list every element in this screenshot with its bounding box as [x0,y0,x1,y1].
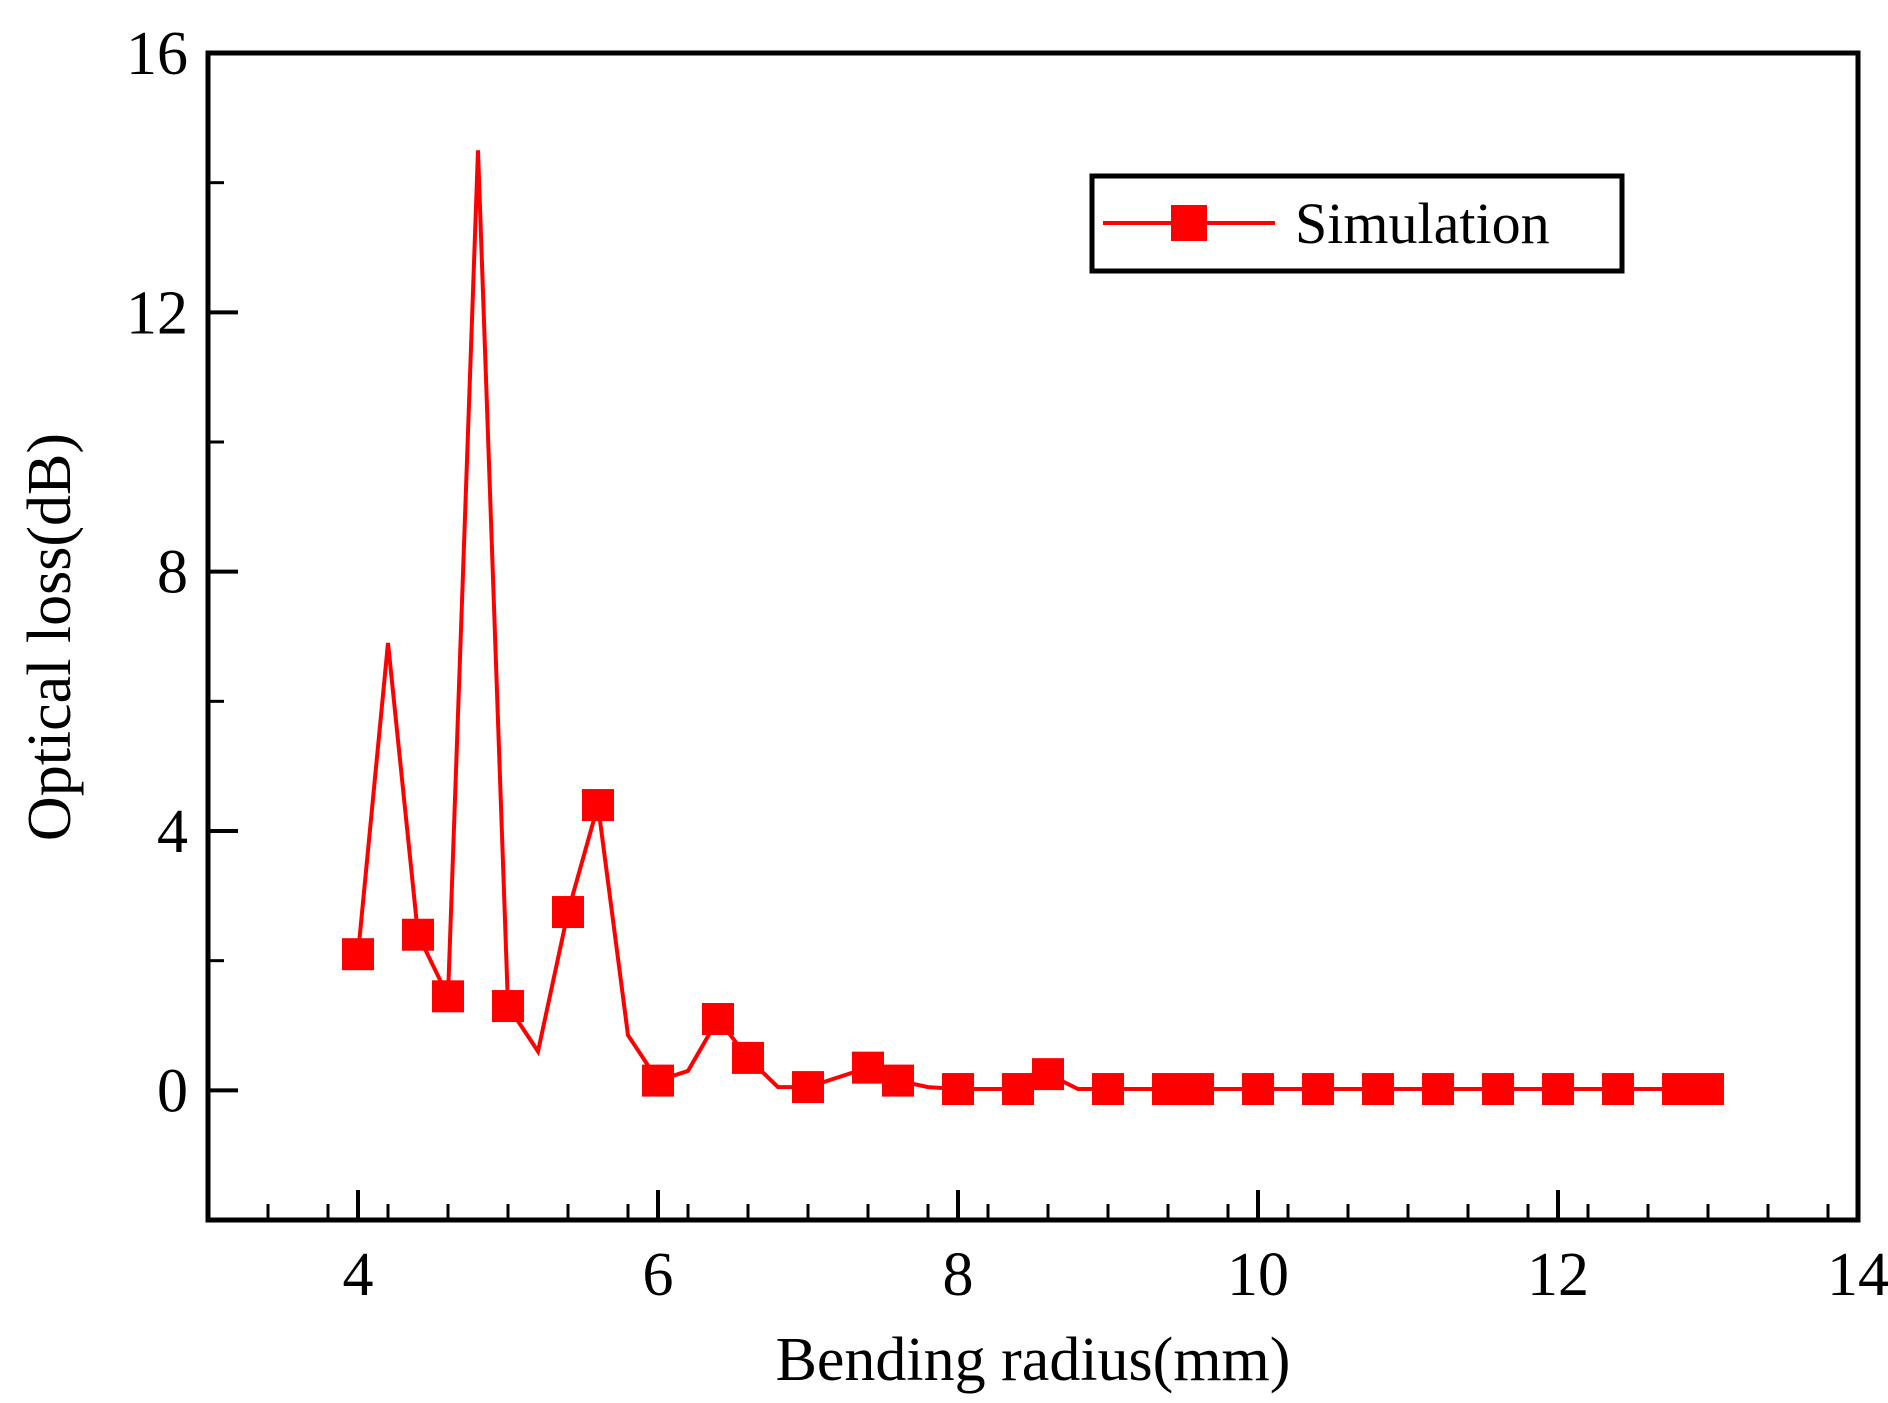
data-point-marker [432,980,464,1013]
data-point-marker [1092,1073,1124,1106]
data-point-marker [1362,1073,1394,1106]
data-point-marker [1692,1073,1724,1106]
y-tick-label: 4 [157,798,188,866]
x-tick-label: 8 [943,1241,974,1309]
data-point-marker [642,1064,674,1097]
data-point-marker [1482,1073,1514,1106]
data-point-marker [342,938,374,971]
tick-group [208,51,1860,1220]
y-tick-label: 12 [126,279,188,347]
data-point-marker [1602,1073,1634,1106]
data-point-marker [732,1041,764,1074]
y-tick-label: 8 [157,539,188,607]
series-group [342,150,1724,1106]
data-point-marker [852,1051,884,1084]
data-point-marker [942,1073,974,1106]
data-point-marker [582,789,614,822]
y-tick-label: 16 [126,20,188,88]
data-point-marker [1542,1073,1574,1106]
data-point-marker [1152,1073,1184,1106]
y-axis-title: Optical loss(dB) [16,433,84,841]
data-point-marker [1242,1073,1274,1106]
x-tick-label: 12 [1527,1241,1589,1309]
plot-frame [205,50,1861,1223]
data-point-marker [882,1064,914,1097]
legend-marker-swatch [1171,205,1207,241]
legend-label: Simulation [1295,191,1550,256]
data-point-marker [1002,1073,1034,1106]
tick-label-group: 4 6 8 10 12 14 0 4 8 12 16 [126,20,1888,1309]
data-point-marker [1182,1073,1214,1106]
data-point-marker [552,896,584,929]
data-point-marker [792,1071,824,1104]
data-point-marker [1422,1073,1454,1106]
data-point-marker [402,918,434,951]
x-tick-label: 6 [643,1241,674,1309]
x-axis-title: Bending radius(mm) [776,1326,1291,1394]
data-point-marker [492,990,524,1023]
data-point-marker [1032,1058,1064,1091]
series-line-simulation [356,150,1708,1091]
y-tick-label: 0 [157,1057,188,1125]
data-point-marker [1302,1073,1334,1106]
data-point-marker [702,1003,734,1036]
data-point-marker [1662,1073,1694,1106]
x-tick-label: 14 [1827,1241,1888,1309]
x-tick-label: 10 [1227,1241,1289,1309]
legend: Simulation [1089,173,1625,274]
x-tick-label: 4 [343,1241,374,1309]
